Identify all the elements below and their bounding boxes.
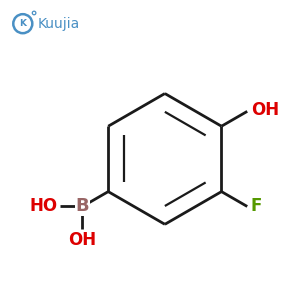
Text: OH: OH	[68, 231, 97, 249]
Text: F: F	[251, 197, 262, 215]
Text: HO: HO	[30, 197, 58, 215]
Text: Kuujia: Kuujia	[38, 17, 80, 31]
Text: K: K	[19, 19, 26, 28]
Text: B: B	[76, 197, 89, 215]
Text: OH: OH	[251, 101, 279, 119]
